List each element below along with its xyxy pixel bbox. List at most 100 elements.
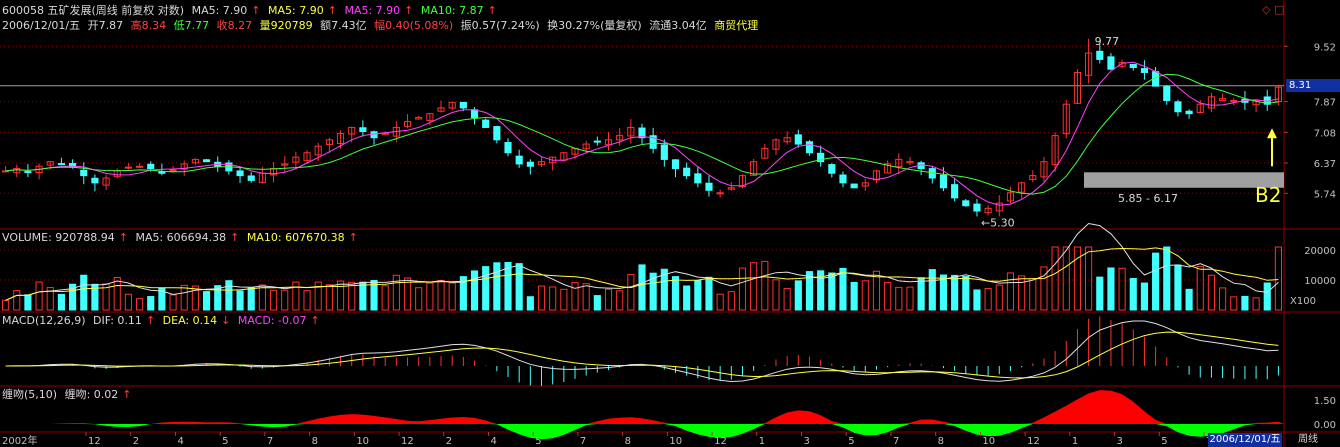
volume-bar <box>57 293 65 311</box>
candle-body <box>314 145 322 156</box>
candle-body <box>102 177 110 186</box>
volume-bar <box>1174 264 1182 311</box>
volume-bar <box>906 286 914 311</box>
candle-body <box>1196 103 1204 113</box>
volume-bar <box>1018 275 1026 311</box>
volume-bar <box>1107 267 1115 311</box>
volume-bar <box>124 293 132 311</box>
volume-bar <box>705 276 713 311</box>
candle-body <box>727 187 735 190</box>
candle-body <box>147 163 155 170</box>
volume-bar <box>269 289 278 311</box>
candle-body <box>1096 50 1104 60</box>
candle-body <box>582 143 590 150</box>
square-icon[interactable]: □ <box>1273 3 1285 16</box>
candle-body <box>738 175 747 187</box>
volume-bar <box>984 287 992 311</box>
candle-body <box>359 127 367 133</box>
volume-tick-label: 10000 <box>1304 276 1336 287</box>
volume-bar <box>281 289 289 311</box>
volume-bar <box>1263 282 1271 311</box>
month-label: 12 <box>88 436 101 447</box>
volume-bar <box>1219 287 1227 311</box>
diamond-icon[interactable]: ◇ <box>1262 3 1271 16</box>
candle-body <box>526 161 534 167</box>
volume-bar <box>370 279 378 311</box>
volume-bar <box>359 281 367 311</box>
volume-bar <box>761 260 769 311</box>
high-annotation: 9.77 <box>1095 35 1120 48</box>
candle-body <box>236 170 244 177</box>
volume-value: 量920789 <box>259 19 313 32</box>
current-date-tag: 2006/12/01/五 <box>1208 433 1282 447</box>
candle-body <box>884 163 892 174</box>
candle-body <box>794 134 802 145</box>
volume-bar <box>415 287 423 311</box>
ma5-a-label: MA5: 7.90 <box>191 4 248 17</box>
volume-bar <box>1241 295 1249 311</box>
volume-bar <box>939 274 948 311</box>
candle-body <box>973 203 981 212</box>
candle-body <box>381 133 389 136</box>
candle-body <box>415 117 423 120</box>
dif-line <box>5 320 1279 383</box>
candle-body <box>24 171 32 174</box>
volume-bar <box>817 270 825 311</box>
period-label[interactable]: 周线 <box>1298 434 1318 445</box>
header-row-2: 2006/12/01/五 开7.87 高8.34 低7.77 收8.27 量92… <box>2 19 762 32</box>
volume-bar <box>2 299 10 311</box>
volume-bar <box>448 282 456 311</box>
volume-bar <box>828 272 836 311</box>
volume-bar <box>348 281 356 311</box>
candle-body <box>1252 99 1260 106</box>
month-label: 7 <box>580 436 586 447</box>
volume-bar <box>303 290 311 311</box>
volume-ma5-label: MA5: 606694.38 <box>135 231 227 244</box>
candle-body <box>1006 192 1015 202</box>
candle-body <box>604 139 613 146</box>
volume-bar <box>1062 246 1070 311</box>
candle-body <box>135 165 144 168</box>
volume-unit-label: X100 <box>1290 296 1316 307</box>
volume-bar <box>1051 246 1059 311</box>
open-value: 开7.87 <box>87 19 124 32</box>
volume-bar <box>69 283 77 311</box>
volume-bar <box>616 290 624 311</box>
candle-body <box>426 113 434 122</box>
candle-body <box>805 141 814 154</box>
header-row-1: 600058 五矿发展(周线 前复权 对数) MA5: 7.90 ↑ MA5: 7… <box>2 4 497 17</box>
volume-bar <box>113 277 121 311</box>
low-value: 低7.77 <box>173 19 210 32</box>
volume-bar <box>493 262 501 311</box>
volume-bar <box>24 294 32 311</box>
candle-body <box>660 144 668 160</box>
candle-body <box>202 159 211 163</box>
high-value: 高8.34 <box>130 19 167 32</box>
candle-body <box>1207 96 1215 109</box>
volume-bar <box>1040 266 1048 311</box>
ma5-b-label: MA5: 7.90 <box>268 4 324 17</box>
price-tick-label: 9.52 <box>1314 42 1336 53</box>
month-label: 8 <box>938 436 944 447</box>
volume-bar <box>392 274 400 311</box>
macd-value: MACD: -0.07 <box>237 314 307 327</box>
volume-bar <box>1230 296 1238 311</box>
candle-body <box>593 140 601 143</box>
volume-bar <box>13 290 21 311</box>
month-label: 7 <box>267 436 273 447</box>
candle-body <box>828 164 836 174</box>
candle-body <box>1185 110 1193 115</box>
dea-line <box>5 331 1279 379</box>
volume-bar <box>794 280 802 311</box>
candle-body <box>180 163 188 170</box>
candle-body <box>191 158 199 164</box>
candle-body <box>850 183 858 189</box>
window-controls: ◇ □ <box>1262 3 1284 16</box>
month-label: 10 <box>669 436 682 447</box>
month-label: 10 <box>982 436 995 447</box>
volume-bar <box>560 288 568 311</box>
candle-body <box>1219 98 1227 101</box>
candle-body <box>995 202 1003 212</box>
volume-bar <box>35 281 43 311</box>
